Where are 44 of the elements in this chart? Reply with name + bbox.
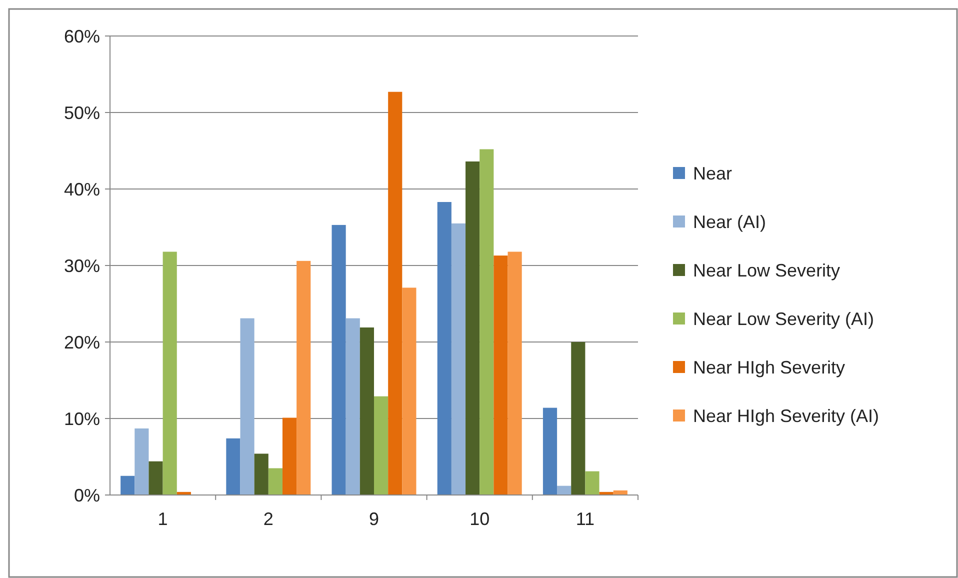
bar (226, 438, 240, 495)
bar (585, 471, 600, 495)
bar (437, 202, 452, 495)
y-tick-label: 20% (64, 332, 100, 352)
bar (388, 92, 402, 495)
bar (254, 454, 268, 495)
bar (240, 318, 254, 495)
bar (282, 418, 297, 495)
bar (557, 486, 572, 495)
bar (451, 223, 466, 495)
bar (134, 428, 149, 495)
bar (346, 318, 360, 495)
bar (480, 149, 494, 495)
bar (571, 342, 586, 495)
y-tick-label: 50% (64, 102, 100, 123)
bar (148, 461, 163, 495)
bar (542, 408, 558, 495)
bar (508, 252, 522, 495)
x-tick-label: 11 (576, 509, 595, 529)
y-tick-label: 30% (64, 256, 100, 276)
bar (296, 260, 311, 495)
bar (332, 224, 346, 495)
bar (402, 288, 416, 495)
legend-label: Near HIgh Severity (693, 357, 846, 378)
bar (162, 252, 177, 495)
legend-label: Near Low Severity (AI) (693, 308, 874, 329)
x-tick-label: 1 (158, 509, 168, 529)
bar (360, 327, 374, 495)
bar (120, 476, 135, 495)
bar (268, 468, 282, 495)
legend-label: Near (693, 163, 732, 184)
y-tick-label: 0% (74, 485, 100, 506)
x-tick-label: 10 (470, 509, 490, 529)
bar (494, 256, 508, 495)
y-tick-label: 40% (64, 179, 100, 200)
legend-label: Near Low Severity (693, 260, 840, 280)
legend-label: Near HIgh Severity (AI) (693, 406, 880, 426)
legend-label: Near (AI) (693, 212, 766, 232)
bar (374, 396, 388, 495)
x-tick-label: 9 (368, 509, 380, 529)
bar (466, 161, 480, 495)
y-tick-label: 10% (64, 408, 100, 429)
x-tick-label: 2 (263, 509, 274, 529)
y-tick-label: 60% (64, 26, 100, 46)
